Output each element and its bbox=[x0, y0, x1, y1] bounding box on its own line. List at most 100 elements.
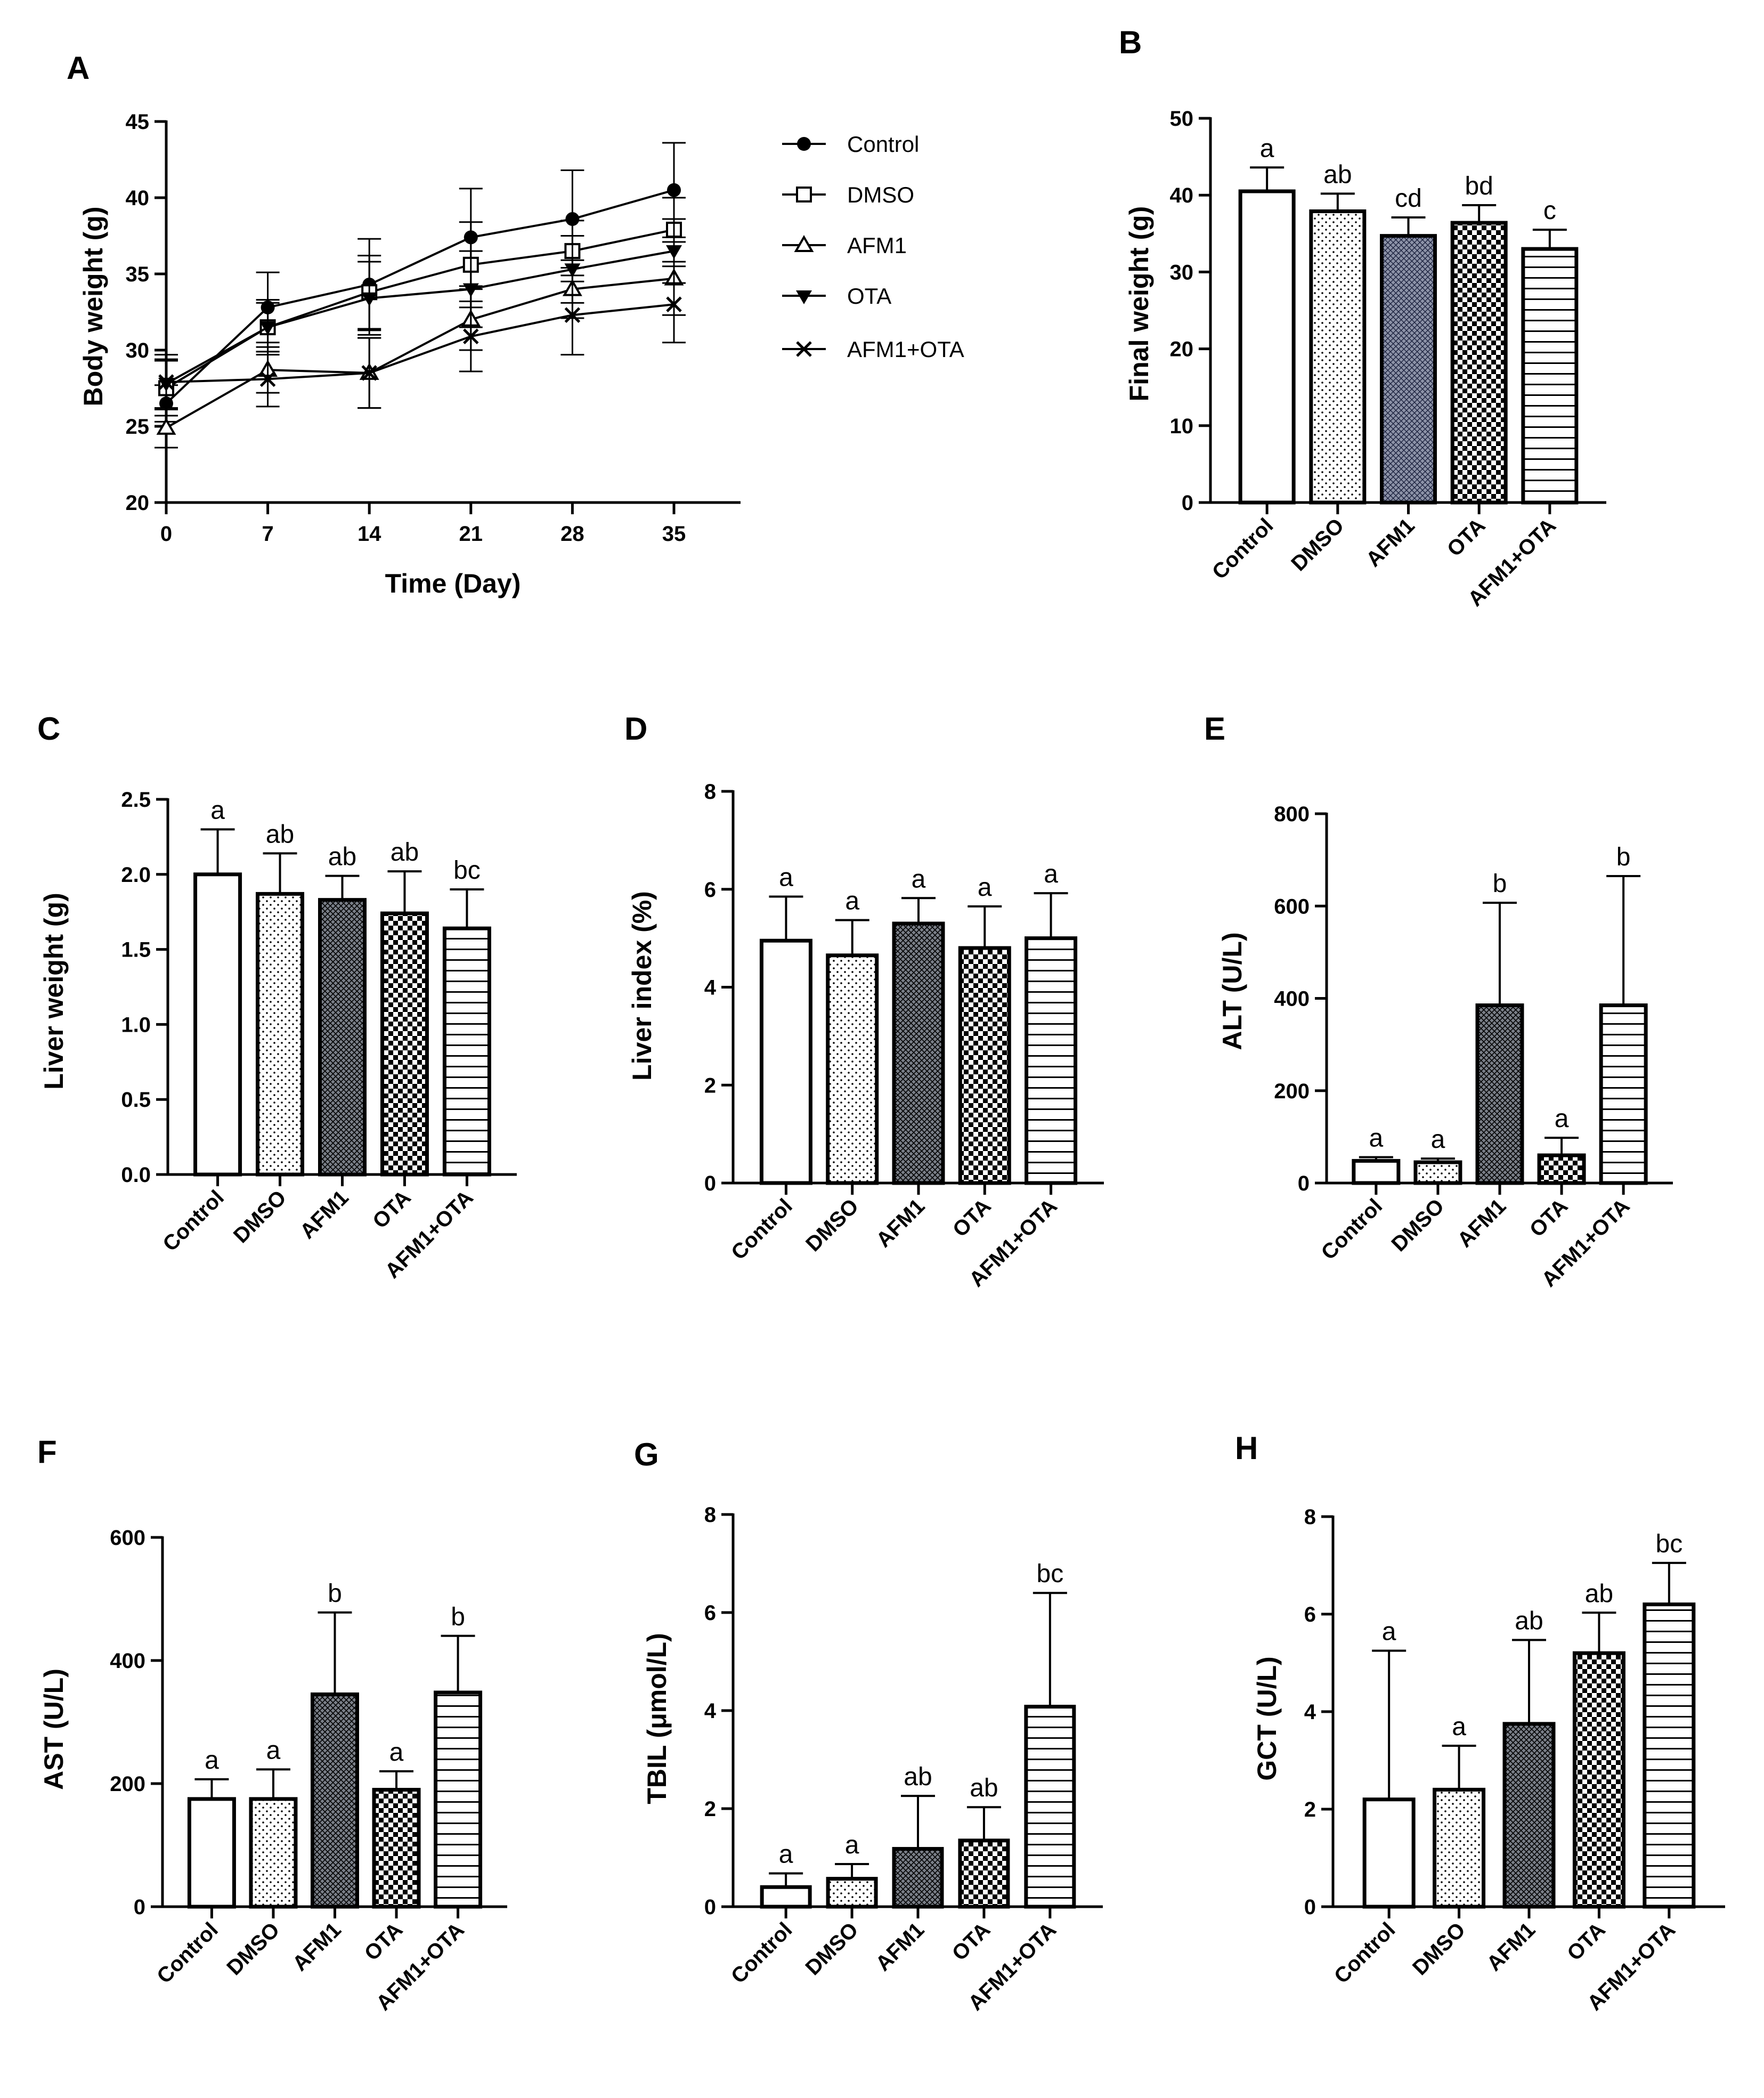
significance-label-ota: a bbox=[1555, 1105, 1569, 1133]
x-tick-label-ota: OTA bbox=[360, 1918, 408, 1965]
data-point-afm1-ota bbox=[158, 374, 174, 390]
significance-label-ota: ab bbox=[970, 1774, 998, 1802]
y-tick-label: 0 bbox=[1182, 491, 1193, 515]
significance-label-control: a bbox=[779, 864, 793, 892]
data-point-ota bbox=[259, 321, 276, 336]
bar-afm1-ota bbox=[1521, 247, 1579, 505]
chart-panel-d: D Liver index (%) 0 2 4 6 8 Control a DMSO a AFM1… bbox=[624, 711, 1104, 1291]
x-tick-label: 35 bbox=[662, 522, 686, 546]
y-tick-label: 400 bbox=[110, 1649, 145, 1673]
y-tick-label: 0 bbox=[704, 1172, 716, 1195]
series-line-afm1 bbox=[166, 277, 674, 429]
y-tick-label: 4 bbox=[704, 1699, 717, 1723]
data-point-afm1 bbox=[156, 417, 176, 435]
significance-label-control: a bbox=[1369, 1124, 1384, 1152]
y-tick-label: 2.0 bbox=[121, 863, 151, 887]
y-tick-label: 2 bbox=[1304, 1798, 1316, 1821]
x-tick-label-afm1: AFM1 bbox=[871, 1918, 929, 1975]
x-tick-label-ota: OTA bbox=[948, 1918, 995, 1965]
significance-label-dmso: ab bbox=[1323, 160, 1352, 189]
legend-label-afm1-ota: AFM1+OTA bbox=[847, 337, 964, 362]
y-tick-label: 0 bbox=[134, 1896, 145, 1919]
chart-panel-f: F AST (U/L) 0 200 400 600 Control a DMSO a AFM1 b… bbox=[37, 1434, 507, 2015]
y-tick-label: 1.0 bbox=[121, 1013, 151, 1036]
significance-label-afm1: cd bbox=[1395, 184, 1422, 213]
x-tick-label: 14 bbox=[357, 522, 381, 546]
x-tick-label-afm1: AFM1 bbox=[1453, 1194, 1510, 1252]
y-tick-label: 35 bbox=[126, 263, 150, 286]
legend-marker-afm1 bbox=[794, 234, 814, 252]
data-point-afm1-ota bbox=[361, 365, 377, 381]
bar-afm1 bbox=[1502, 1722, 1556, 1909]
bar-dmso bbox=[249, 1797, 298, 1909]
x-tick-label-dmso: DMSO bbox=[1408, 1918, 1470, 1980]
y-tick-label: 2 bbox=[704, 1797, 716, 1821]
x-tick-label-control: Control bbox=[727, 1194, 797, 1265]
y-tick-label: 4 bbox=[1304, 1700, 1316, 1724]
data-point-ota bbox=[462, 283, 479, 297]
bar-ota bbox=[958, 946, 1011, 1185]
x-axis-label-a: Time (Day) bbox=[385, 569, 521, 598]
y-tick-label: 50 bbox=[1170, 107, 1194, 131]
y-tick-label: 0.5 bbox=[121, 1088, 151, 1112]
chart-panel-c: C Liver weight (g) 0.0 0.5 1.0 1.5 2.0 2.5 Con… bbox=[37, 711, 517, 1283]
legend-a: Control DMSO AFM1 OTA AFM1+OTA bbox=[782, 132, 964, 362]
data-point-ota bbox=[361, 292, 378, 306]
x-tick-label-afm1: AFM1 bbox=[1362, 514, 1419, 571]
y-axis-label-c: Liver weight (g) bbox=[39, 893, 69, 1089]
data-point-control bbox=[565, 212, 580, 226]
x-tick-label-ota: OTA bbox=[948, 1194, 996, 1242]
legend-marker-control bbox=[797, 137, 811, 151]
y-tick-label: 8 bbox=[704, 780, 716, 804]
significance-label-afm1: ab bbox=[904, 1763, 932, 1791]
y-tick-label: 600 bbox=[1274, 895, 1310, 918]
significance-label-afm1-ota: b bbox=[451, 1603, 465, 1631]
x-tick-label: 28 bbox=[560, 522, 584, 546]
y-axis-label-e: ALT (U/L) bbox=[1217, 932, 1247, 1050]
y-tick-label: 0 bbox=[1298, 1172, 1310, 1195]
bar-dmso bbox=[1309, 209, 1367, 505]
bar-ota bbox=[1572, 1651, 1625, 1909]
y-tick-label: 0 bbox=[704, 1896, 716, 1919]
panel-label-h: H bbox=[1235, 1430, 1258, 1466]
y-tick-label: 2 bbox=[704, 1074, 716, 1097]
data-point-control bbox=[667, 183, 681, 197]
bar-afm1-ota bbox=[434, 1690, 483, 1909]
bar-ota bbox=[1450, 221, 1508, 505]
data-point-afm1-ota bbox=[564, 307, 581, 323]
bar-dmso bbox=[1413, 1160, 1462, 1185]
panel-label-c: C bbox=[37, 711, 60, 747]
significance-label-ota: ab bbox=[391, 838, 419, 866]
y-axis-label-a: Body weight (g) bbox=[78, 207, 108, 407]
y-tick-label: 6 bbox=[1304, 1603, 1316, 1626]
bar-ota bbox=[958, 1838, 1010, 1909]
bar-afm1 bbox=[1475, 1003, 1524, 1185]
y-tick-label: 200 bbox=[1274, 1080, 1310, 1103]
panel-label-a: A bbox=[67, 50, 90, 86]
chart-panel-b: B Final weight (g) 0 10 20 30 40 50 Control a DM… bbox=[1119, 25, 1606, 611]
x-tick-label-afm1: AFM1 bbox=[1482, 1918, 1540, 1975]
bar-afm1 bbox=[311, 1692, 359, 1909]
bar-afm1 bbox=[1380, 234, 1437, 505]
significance-label-control: a bbox=[210, 796, 225, 824]
significance-label-afm1-ota: c bbox=[1543, 197, 1556, 225]
legend-entry-afm1: AFM1 bbox=[782, 233, 907, 258]
y-axis-label-g: TBIL (μmol/L) bbox=[642, 1633, 672, 1804]
plot-area-f: 0200400600ControlaDMSOaAFM1bOTAaAFM1+OTA… bbox=[110, 1526, 507, 2015]
significance-label-afm1: b bbox=[1493, 870, 1507, 898]
bar-afm1-ota bbox=[1025, 936, 1078, 1185]
bar-dmso bbox=[826, 1877, 878, 1909]
bar-control bbox=[760, 1885, 812, 1909]
significance-label-afm1-ota: a bbox=[1044, 860, 1058, 888]
data-point-ota bbox=[666, 245, 682, 260]
bar-dmso bbox=[256, 892, 305, 1177]
panel-label-g: G bbox=[634, 1437, 659, 1472]
significance-label-control: a bbox=[205, 1746, 219, 1775]
y-tick-label: 10 bbox=[1170, 415, 1194, 438]
data-point-afm1-ota bbox=[463, 328, 479, 345]
bar-afm1-ota bbox=[1024, 1705, 1076, 1909]
series-line-ota bbox=[166, 250, 674, 385]
legend-entry-afm1-ota: AFM1+OTA bbox=[782, 337, 964, 362]
